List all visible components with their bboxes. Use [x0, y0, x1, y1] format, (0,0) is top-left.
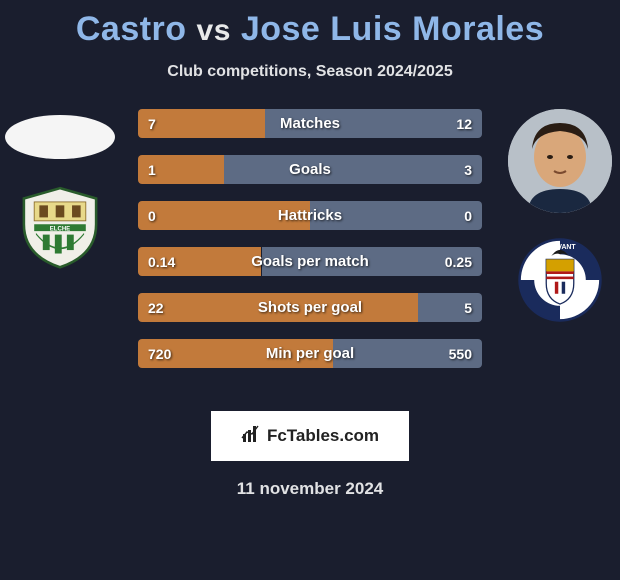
- stat-value-left: 22: [138, 293, 174, 322]
- player1-name: Castro: [76, 10, 187, 48]
- stat-label: Goals per match: [138, 247, 482, 276]
- stat-label: Hattricks: [138, 201, 482, 230]
- stat-row: Goals per match0.14 0.25: [138, 247, 482, 276]
- comparison-title: Castro vs Jose Luis Morales: [0, 0, 620, 49]
- player1-column: ELCHE: [0, 109, 120, 269]
- stat-value-left: 0: [138, 201, 166, 230]
- stat-value-left: 720: [138, 339, 181, 368]
- player2-name: Jose Luis Morales: [241, 10, 544, 48]
- stat-row: Hattricks0 0: [138, 201, 482, 230]
- stat-row: Goals1 3: [138, 155, 482, 184]
- stat-value-left: 7: [138, 109, 166, 138]
- stat-value-left: 1: [138, 155, 166, 184]
- brand-icon: [241, 424, 261, 449]
- brand-text: FcTables.com: [267, 426, 379, 446]
- svg-text:ELCHE: ELCHE: [50, 226, 70, 232]
- stat-label: Shots per goal: [138, 293, 482, 322]
- stat-bars: Matches7 12 Goals1 3 Hattricks0 0 Goals per ma…: [138, 109, 482, 368]
- comparison-body: ELCHE LLEVA: [0, 109, 620, 389]
- brand-box: FcTables.com: [211, 411, 409, 461]
- stat-value-right: 550: [439, 339, 482, 368]
- vs-text: vs: [197, 14, 231, 47]
- stat-value-right: 0: [454, 201, 482, 230]
- stat-row: Shots per goal22 5: [138, 293, 482, 322]
- stat-value-right: 3: [454, 155, 482, 184]
- player1-club-logo: ELCHE: [17, 183, 103, 269]
- stat-value-right: 12: [446, 109, 482, 138]
- player2-photo: [508, 109, 612, 213]
- stat-row: Matches7 12: [138, 109, 482, 138]
- player2-column: LLEVANT: [500, 109, 620, 323]
- subtitle: Club competitions, Season 2024/2025: [0, 63, 620, 81]
- stat-label: Min per goal: [138, 339, 482, 368]
- stat-label: Goals: [138, 155, 482, 184]
- stat-label: Matches: [138, 109, 482, 138]
- player1-photo: [5, 115, 115, 159]
- stat-row: Min per goal720 550: [138, 339, 482, 368]
- date-text: 11 november 2024: [0, 479, 620, 499]
- stat-value-right: 0.25: [435, 247, 482, 276]
- stat-value-left: 0.14: [138, 247, 185, 276]
- player2-club-logo: LLEVANT: [517, 237, 603, 323]
- stat-value-right: 5: [454, 293, 482, 322]
